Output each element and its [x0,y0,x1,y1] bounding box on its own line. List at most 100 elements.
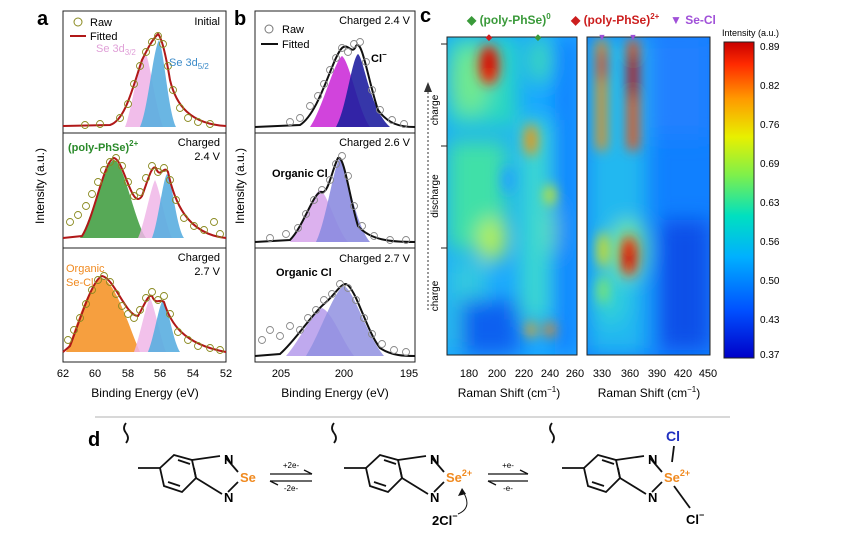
colorbar-tick: 0.56 [760,237,780,248]
a3-organic-secl-peak [66,278,140,352]
a1-raw-points [81,32,214,129]
panel-a-xticks: 62 60 58 56 54 52 [57,368,232,380]
panel-b-frame [254,10,416,363]
a-xtick: 60 [89,368,101,380]
mol3-cl-bound: Cl [666,428,680,444]
c-xtick: 330 [593,368,611,380]
colorbar-tick: 0.63 [760,198,780,209]
a1-peak1-label: Se 3d3/2 [96,43,136,57]
panel-a-letter: a [37,8,49,30]
b-legend-raw-marker [264,24,274,34]
b2-fitted-curve [254,156,416,243]
panel-b-ylabel: Intensity (a.u.) [233,148,247,224]
c-xtick: 450 [699,368,717,380]
b3-species-label: Organic Cl [276,267,332,279]
c-xtick: 220 [515,368,533,380]
a-xtick: 62 [57,368,69,380]
c-legend-polyphse0: ◆ (poly-PhSe)0 [466,12,551,27]
a2-state-line1: Charged [178,137,220,149]
c-xtick: 180 [460,368,478,380]
a2-se3d52-peak [152,174,184,238]
b2-raw-points [266,152,410,244]
colorbar-ticks: 0.89 0.82 0.76 0.69 0.63 0.56 0.50 0.43 … [760,42,780,361]
heatmap-right [587,37,710,355]
c-xtick: 240 [541,368,559,380]
b1-species-label: Cl− [371,50,387,65]
step1-reduction-label: -2e- [284,484,299,493]
c-xlabel-left: Raman Shift (cm−1) [458,385,560,400]
a2-species-label: (poly-PhSe)2+ [68,139,139,154]
b-xtick: 205 [272,368,290,380]
a3-species-line1: Organic [66,263,105,275]
panel-d-letter: d [88,429,100,451]
c-xtick: 260 [566,368,584,380]
panel-b-xticks: 205 200 195 [272,368,418,380]
equilibrium-arrow-1 [269,469,313,486]
b1-fitted-curve [254,44,416,128]
b3-peak-2 [306,286,384,356]
marker-secl-1: ▼ [598,32,607,42]
legend-raw-marker [73,17,83,27]
mol2-n-bottom: N [430,490,439,505]
a3-state-line1: Charged [178,252,220,264]
c-xtick: 200 [488,368,506,380]
panel-c-letter: c [420,5,431,27]
wavy-bond [331,422,337,444]
c-xtick: 420 [674,368,692,380]
mol1-se: Se [240,470,256,485]
mol3-n-top: N [648,452,657,467]
c-legend-secl: ▼ Se-Cl [670,13,716,27]
colorbar-tick: 0.69 [760,159,780,170]
a1-state-label: Initial [194,16,220,28]
colorbar-tick: 0.89 [760,42,780,53]
b-legend-raw-label: Raw [282,24,304,36]
colorbar [723,41,755,359]
heatmap-left [447,37,577,355]
nucleophile-arrowhead [458,488,466,496]
two-chloride-label: 2Cl− [432,511,458,528]
a1-se3d52-peak [140,40,176,127]
colorbar-tick: 0.37 [760,350,780,361]
a2-polyphse-peak [80,160,146,238]
marker-polyphse2plus: ◆ [486,32,493,42]
equilibrium-arrow-2 [487,469,529,486]
mol3-n-bottom: N [648,490,657,505]
c-xlabel-right: Raman Shift (cm−1) [598,385,700,400]
a3-raw-points [64,272,224,354]
heatmap-right-frame [586,36,711,356]
c-xticks-left: 180 200 220 240 260 [460,368,584,380]
colorbar-tick: 0.76 [760,120,780,131]
mol3-cl-minus: Cl− [686,510,704,527]
a-xtick: 52 [220,368,232,380]
a-xtick: 58 [122,368,134,380]
b-xtick: 200 [335,368,353,380]
legend-raw-label: Raw [90,17,112,29]
c-ylabel-discharge: discharge [430,174,441,218]
b1-state-label: Charged 2.4 V [339,15,411,27]
panel-a-frame [62,10,227,363]
step1-oxidation-label: +2e- [283,461,300,470]
a3-state-line2: 2.7 V [194,266,220,278]
panel-b-letter: b [234,8,246,30]
b2-species-label: Organic Cl [272,168,328,180]
mol1-n-bottom: N [224,490,233,505]
molecule-3 [549,422,691,509]
colorbar-tick: 0.50 [760,276,780,287]
molecule-1 [123,422,239,495]
b-legend-fitted-label: Fitted [282,39,310,51]
c-legend-polyphse2plus: ◆ (poly-PhSe)2+ [570,12,660,27]
c-direction-arrowhead [424,82,432,92]
b2-state-label: Charged 2.6 V [339,137,411,149]
a2-raw-points [66,154,224,238]
a3-species-line2: Se-Cl [66,277,94,289]
b3-state-label: Charged 2.7 V [339,253,411,265]
heatmap-left-frame [446,36,578,356]
molecule-2 [331,422,445,495]
b3-fitted-curve [254,282,416,357]
mol2-n-top: N [430,452,439,467]
panel-a-xlabel: Binding Energy (eV) [91,386,198,400]
colorbar-title: Intensity (a.u.) [722,28,779,38]
a-xtick: 56 [154,368,166,380]
